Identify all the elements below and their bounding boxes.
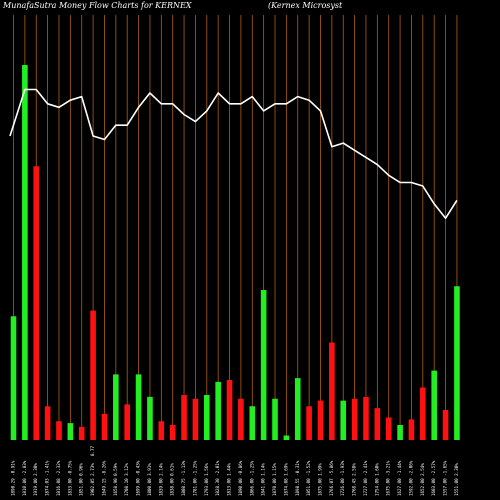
flow-bar (215, 381, 221, 440)
x-tick-label: 1902.05 2.73% (90, 463, 95, 496)
x-tick-label: 1551.00 2.30% (454, 463, 459, 496)
grid-lines (13, 15, 458, 440)
flow-bar (101, 413, 108, 440)
x-tick-label: 1816.08 -2.32% (56, 460, 61, 496)
chart-title: MunafaSutra Money Flow Charts for KERNEX (2, 1, 192, 10)
flow-bar (124, 404, 130, 440)
x-tick-label: 1813.00 1.44% (227, 463, 232, 496)
flow-bar (340, 400, 347, 440)
flow-bar (374, 408, 381, 440)
flow-bar (56, 421, 62, 440)
flow-bar (147, 396, 153, 440)
flow-bar (294, 378, 301, 440)
x-tick-label: 1919.00 2.30% (33, 463, 38, 496)
x-tick-label: 1808.75 -1.13% (181, 460, 186, 496)
extra-tick-label: 8.77 (90, 445, 95, 456)
x-tick-label: 1874.03 -1.41% (45, 460, 50, 496)
flow-bar (22, 65, 28, 440)
x-tick-label: 1828.30 -2.01% (215, 460, 220, 496)
x-tick-label: 1793.00 1.56% (204, 463, 209, 496)
x-tick-label: 1866.00 -1.25% (249, 460, 254, 496)
x-tick-label: 1652.00 2.54% (420, 463, 425, 496)
flow-bar (249, 406, 256, 440)
x-tick-label: 1870.00 1.15% (272, 463, 277, 496)
flow-bar (44, 406, 51, 440)
bar-series (10, 65, 460, 440)
flow-bar (10, 316, 17, 440)
flow-bar (351, 398, 358, 440)
flow-bar (385, 417, 392, 440)
flow-bar (329, 342, 335, 440)
flow-bar (67, 423, 74, 440)
price-line-series (9, 88, 458, 219)
x-tick-label: 1781.00 -1.25% (192, 460, 197, 496)
flow-bar (397, 425, 403, 440)
x-tick-label: 1603.00 -2.57% (431, 460, 436, 496)
x-tick-label: 1839.00 2.14% (158, 463, 163, 496)
x-tick-label: 1754.00 1.60% (374, 463, 379, 496)
x-tick-label: 1592.00 -2.06% (408, 460, 413, 496)
flow-bar (442, 410, 449, 440)
x-tick-label: 1658.90 0.59% (113, 463, 118, 496)
flow-bar (181, 395, 187, 440)
x-tick-label: 1557.00 -1.65% (443, 460, 448, 496)
x-tick-label: 1890.00 -0.86% (238, 460, 243, 496)
x-tick-label: 1851.00 0.96% (79, 463, 84, 496)
flow-bar (33, 166, 40, 440)
x-tick-label: 1898.55 -0.31% (295, 460, 300, 496)
x-tick-label: 1800.00 3.91% (147, 463, 152, 496)
x-tick-label: 1838.00 0.61% (170, 463, 175, 496)
x-tick-label: 1726.00 -1.93% (340, 460, 345, 496)
x-tick-label: 1810.80 -2.83% (22, 460, 27, 496)
flow-bar (420, 387, 426, 440)
flow-bar (260, 290, 267, 440)
flow-bar (192, 398, 199, 440)
x-tick-label: 1841.00 1.14% (261, 463, 266, 496)
x-tick-label: 1649.15 -8.26% (101, 460, 106, 496)
flow-bar (283, 435, 290, 440)
flow-bar (113, 374, 119, 440)
x-tick-label: 1875.00 1.99% (317, 463, 322, 496)
flow-bar (431, 370, 437, 440)
flow-bar (78, 426, 85, 440)
x-tick-label: 1833.00 -0.75% (67, 460, 72, 496)
x-tick-label: 1675.00 -3.21% (386, 460, 391, 496)
flow-bar (226, 380, 233, 440)
x-tick-label: 1727.00 -2.41% (363, 460, 368, 496)
flow-bar (135, 374, 142, 440)
x-tick-label: 1699.00 -0.43% (136, 460, 141, 496)
x-tick-label: 1627.00 -1.44% (397, 460, 402, 496)
x-tick-label: 1890.29 -0.91% (11, 460, 16, 496)
flow-bar (238, 398, 244, 440)
x-tick-labels: 1890.29 -0.91% 1810.80 -2.83% 1919.00 2.30… (11, 445, 459, 496)
flow-bar (454, 286, 460, 440)
flow-bar (203, 395, 210, 440)
x-tick-label: 1708.10 3.12% (124, 463, 129, 496)
x-tick-label: 1766.07 -5.86% (329, 460, 334, 496)
flow-bar (90, 310, 96, 440)
flow-bar (363, 396, 369, 440)
x-tick-label: 1768.45 2.58% (352, 463, 357, 496)
flow-bar (408, 419, 415, 440)
flow-bar (317, 400, 324, 440)
price-line (9, 88, 458, 219)
flow-bar (158, 421, 165, 440)
x-tick-label: 1851.00 -1.52% (306, 460, 311, 496)
flow-bar (272, 398, 278, 440)
flow-bar (306, 406, 312, 440)
x-tick-label: 1874.08 1.69% (283, 463, 288, 496)
flow-bar (169, 425, 176, 440)
chart-subtitle: (Kernex Microsyst (268, 1, 343, 10)
